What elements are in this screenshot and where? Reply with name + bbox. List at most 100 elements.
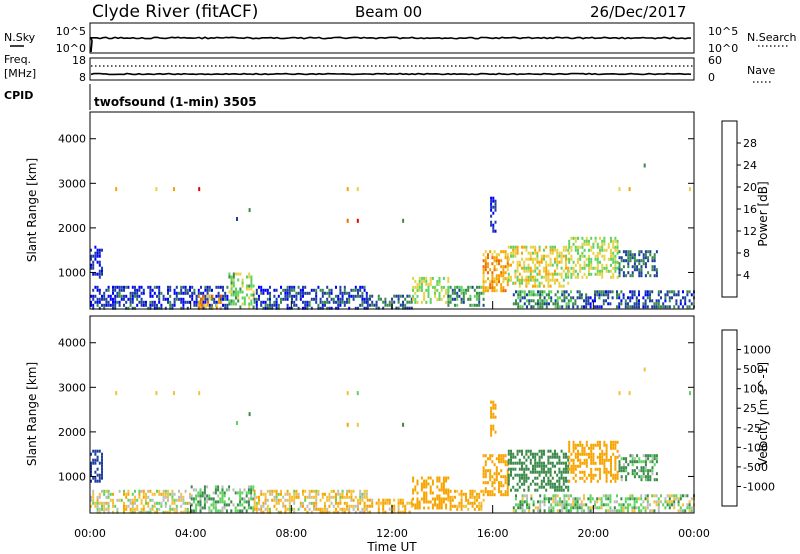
heatmap-cell xyxy=(515,497,517,501)
heatmap-cell xyxy=(518,458,521,462)
heatmap-cell xyxy=(131,306,134,310)
heatmap-cell xyxy=(252,488,255,492)
heatmap-cell xyxy=(543,500,546,504)
scatter-cell xyxy=(402,218,405,223)
heatmap-cell xyxy=(337,303,340,307)
heatmap-cell xyxy=(131,507,134,511)
heatmap-cell xyxy=(134,291,136,295)
heatmap-cell xyxy=(523,482,526,486)
heatmap-cell xyxy=(94,501,97,505)
heatmap-cell xyxy=(638,509,640,513)
heatmap-cell xyxy=(528,302,531,306)
heatmap-cell xyxy=(467,285,470,289)
heatmap-cell xyxy=(655,271,658,275)
heatmap-cell xyxy=(484,289,487,293)
heatmap-cell xyxy=(324,492,326,496)
heatmap-cell xyxy=(673,503,676,507)
heatmap-cell xyxy=(478,303,481,307)
heatmap-cell xyxy=(590,479,593,483)
heatmap-cell xyxy=(502,484,505,488)
heatmap-cell xyxy=(534,269,537,273)
heatmap-cell xyxy=(158,294,161,298)
heatmap-cell xyxy=(425,282,428,286)
heatmap-cell xyxy=(241,284,244,288)
heatmap-cell xyxy=(603,464,606,468)
heatmap-cell xyxy=(101,269,103,273)
heatmap-cell xyxy=(529,254,532,258)
heatmap-cell xyxy=(559,497,561,501)
heatmap-cell xyxy=(232,290,235,294)
heatmap-cell xyxy=(239,509,242,513)
heatmap-cell xyxy=(134,285,136,289)
heatmap-cell xyxy=(153,501,156,505)
heatmap-cell xyxy=(297,306,300,310)
heatmap-cell xyxy=(585,242,588,246)
heatmap-cell xyxy=(609,290,612,294)
heatmap-cell xyxy=(94,294,97,298)
heatmap-cell xyxy=(653,268,656,272)
heatmap-cell xyxy=(594,461,597,465)
heatmap-cell xyxy=(438,500,441,504)
heatmap-cell xyxy=(529,278,532,282)
heatmap-cell xyxy=(269,510,271,514)
heatmap-cell xyxy=(192,500,195,504)
heatmap-cell xyxy=(399,510,402,514)
heatmap-cell xyxy=(590,455,593,459)
heatmap-cell xyxy=(565,296,568,300)
heatmap-cell xyxy=(545,488,548,492)
heatmap-cell xyxy=(554,488,556,492)
heatmap-cell xyxy=(574,467,577,471)
heatmap-cell xyxy=(153,510,156,514)
heatmap-cell xyxy=(532,275,534,279)
heatmap-cell xyxy=(275,501,278,505)
heatmap-cell xyxy=(565,260,567,264)
heatmap-cell xyxy=(583,470,586,474)
scatter-cell xyxy=(356,218,359,223)
heatmap-cell xyxy=(258,294,260,298)
heatmap-cell xyxy=(203,500,206,504)
heatmap-cell xyxy=(642,466,645,470)
nave-tick-bottom: 0 xyxy=(708,71,715,84)
heatmap-cell xyxy=(297,507,300,511)
heatmap-cell xyxy=(169,294,172,298)
heatmap-cell xyxy=(534,488,537,492)
heatmap-cell xyxy=(629,296,632,300)
heatmap-cell xyxy=(647,472,650,476)
heatmap-cell xyxy=(534,251,537,255)
heatmap-cell xyxy=(335,495,337,499)
heatmap-cell xyxy=(438,282,441,286)
heatmap-cell xyxy=(545,275,548,279)
heatmap-cell xyxy=(594,467,597,471)
heatmap-cell xyxy=(539,494,542,498)
heatmap-cell xyxy=(644,509,647,513)
heatmap-cell xyxy=(489,478,492,482)
heatmap-cell xyxy=(489,472,492,476)
heatmap-cell xyxy=(101,455,103,459)
heatmap-cell xyxy=(212,500,215,504)
heatmap-cell xyxy=(590,272,593,276)
heatmap-cell xyxy=(534,302,537,306)
heatmap-cell xyxy=(164,495,167,499)
colorbar-tick-label: -500 xyxy=(743,461,768,474)
heatmap-cell xyxy=(416,282,419,286)
heatmap-cell xyxy=(558,461,561,465)
heatmap-cell xyxy=(540,257,543,261)
heatmap-cell xyxy=(107,507,110,511)
heatmap-cell xyxy=(253,297,256,301)
heatmap-cell xyxy=(534,461,537,465)
heatmap-cell xyxy=(429,485,432,489)
heatmap-cell xyxy=(92,449,95,453)
heatmap-cell xyxy=(365,294,368,298)
heatmap-cell xyxy=(495,262,498,266)
heatmap-cell xyxy=(675,302,678,306)
heatmap-cell xyxy=(493,250,496,254)
heatmap-cell xyxy=(220,294,223,298)
heatmap-cell xyxy=(438,488,441,492)
heatmap-cell xyxy=(633,457,636,461)
heatmap-cell xyxy=(420,282,423,286)
heatmap-cell xyxy=(456,285,459,289)
heatmap-cell xyxy=(293,501,296,505)
heatmap-cell xyxy=(92,501,95,505)
heatmap-cell xyxy=(491,286,494,290)
heatmap-cell xyxy=(543,275,545,279)
